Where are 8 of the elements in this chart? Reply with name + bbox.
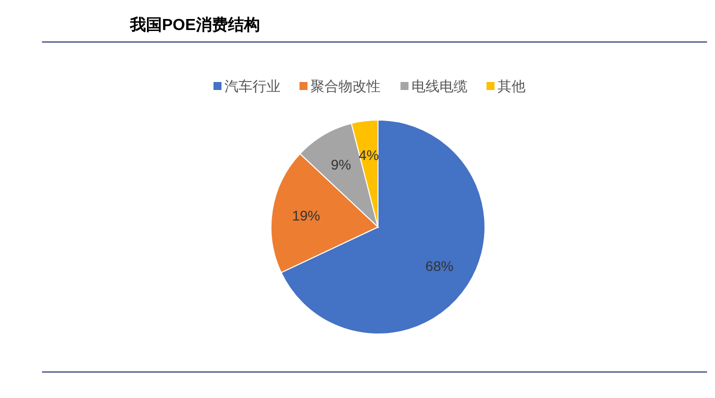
data-label: 9% — [330, 156, 352, 172]
data-label: 19% — [292, 208, 320, 224]
legend-label: 其他 — [498, 78, 526, 94]
legend-label: 电线电缆 — [412, 78, 468, 94]
legend-label: 聚合物改性 — [310, 78, 380, 94]
legend-label: 汽车行业 — [224, 78, 280, 94]
data-label: 68% — [425, 258, 454, 274]
chart-title: 我国POE消费结构 — [129, 16, 260, 34]
